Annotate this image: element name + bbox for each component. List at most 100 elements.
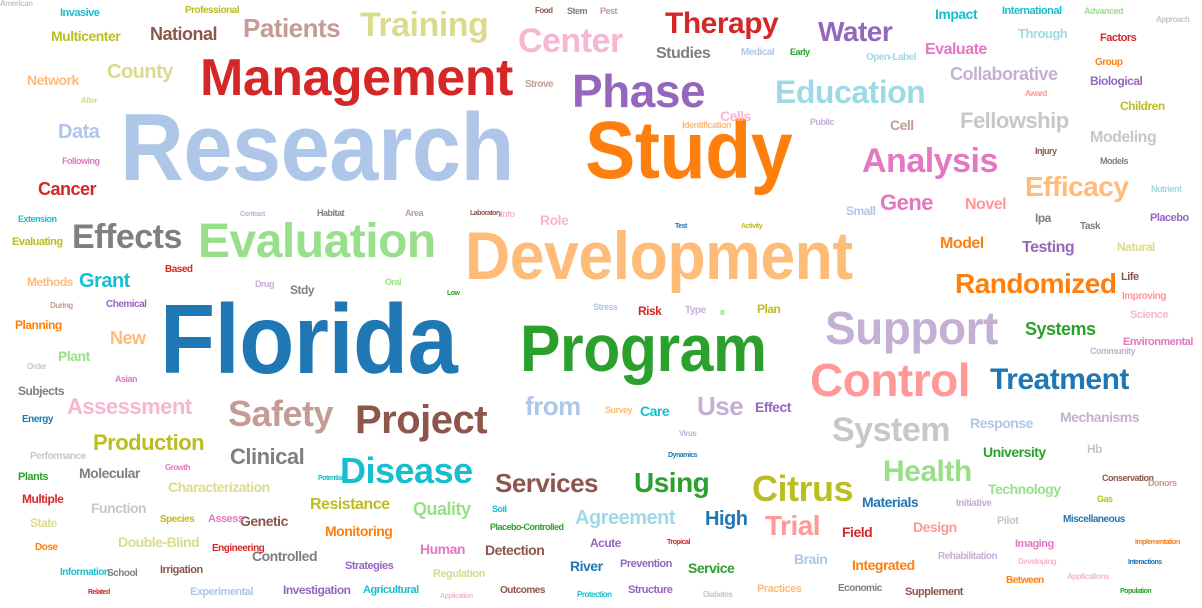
- word-river: River: [570, 558, 603, 574]
- word-phase: Phase: [572, 65, 706, 117]
- word-technology: Technology: [988, 481, 1061, 497]
- word-center: Center: [518, 22, 623, 60]
- word-safety: Safety: [228, 393, 334, 434]
- word-economic: Economic: [838, 583, 882, 594]
- word-integrated: Integrated: [852, 557, 915, 573]
- word-placebo: Placebo: [1150, 212, 1189, 224]
- word-evaluation: Evaluation: [198, 215, 436, 268]
- word-implementation: Implementation: [1135, 539, 1180, 546]
- word-systems: Systems: [1025, 319, 1096, 339]
- word-support: Support: [825, 302, 998, 354]
- word-performance: Performance: [30, 451, 86, 462]
- word-laboratory: Laboratory: [470, 210, 502, 217]
- word-trial: Trial: [765, 510, 821, 541]
- word-services: Services: [495, 468, 598, 498]
- word-evaluating: Evaluating: [12, 236, 63, 248]
- word-university: University: [983, 444, 1046, 460]
- word-therapy: Therapy: [665, 7, 779, 40]
- word-practices: Practices: [757, 583, 802, 595]
- word-life: Life: [1121, 271, 1139, 283]
- word-production: Production: [93, 430, 205, 455]
- word-early: Early: [790, 47, 810, 57]
- word-virus: Virus: [679, 429, 697, 438]
- word-monitoring: Monitoring: [325, 523, 393, 539]
- word-biological: Biological: [1090, 74, 1143, 88]
- word-studies: Studies: [656, 45, 711, 62]
- word-analysis: Analysis: [862, 142, 998, 180]
- word-engineering: Engineering: [212, 543, 265, 554]
- word-through: Through: [1018, 26, 1068, 41]
- word-materials: Materials: [862, 494, 919, 510]
- word-tropical: Tropical: [667, 539, 690, 546]
- word-strategies: Strategies: [345, 560, 394, 572]
- word-survey: Survey: [605, 405, 633, 415]
- word-prevention: Prevention: [620, 558, 672, 570]
- word-drug: Drug: [255, 279, 275, 289]
- word-dose: Dose: [35, 542, 58, 553]
- word-citrus: Citrus: [752, 468, 854, 509]
- word-modeling: Modeling: [1090, 129, 1157, 146]
- word-data: Data: [58, 121, 100, 143]
- word-using: Using: [634, 467, 710, 498]
- word-species: Species: [160, 514, 195, 525]
- word-international: International: [1002, 5, 1062, 17]
- word-following: Following: [62, 156, 100, 166]
- word-related: Related: [88, 589, 110, 596]
- word-environmental: Environmental: [1123, 336, 1193, 348]
- word-testing: Testing: [1022, 239, 1075, 256]
- word-field: Field: [842, 524, 873, 540]
- word-double-blind: Double-Blind: [118, 534, 200, 550]
- word-medical: Medical: [741, 47, 775, 58]
- word-stem: Stem: [567, 6, 588, 16]
- word-state: State: [30, 516, 57, 530]
- word-donors: Donors: [1148, 478, 1177, 488]
- word-development: Development: [465, 218, 853, 294]
- word-methods: Methods: [27, 275, 73, 289]
- word-agreement: Agreement: [575, 507, 675, 529]
- word-placebo-controlled: Placebo-Controlled: [490, 522, 564, 532]
- word-open-label: Open-Label: [866, 52, 917, 63]
- word-new: New: [110, 328, 146, 348]
- word-information: Information: [60, 567, 110, 578]
- word-supplement: Supplement: [905, 586, 963, 598]
- word-habitat: Habitat: [317, 208, 345, 218]
- word-evaluate: Evaluate: [925, 41, 987, 58]
- word-award: Award: [1025, 89, 1047, 98]
- word-resistance: Resistance: [310, 496, 390, 513]
- word-miscellaneous: Miscellaneous: [1063, 514, 1125, 525]
- word-potential: Potential: [318, 475, 344, 482]
- word-human: Human: [420, 541, 465, 557]
- word-study: Study: [585, 105, 793, 196]
- word-treatment: Treatment: [990, 363, 1129, 396]
- word-structure: Structure: [628, 584, 673, 596]
- word-protection: Protection: [577, 590, 612, 599]
- word-system: System: [832, 411, 950, 449]
- word-outcomes: Outcomes: [500, 585, 545, 596]
- word-effects: Effects: [72, 218, 182, 256]
- word-test: Test: [675, 223, 687, 230]
- word-developing: Developing: [1018, 557, 1057, 566]
- word-dynamics: Dynamics: [668, 452, 698, 459]
- word-fellowship: Fellowship: [960, 108, 1069, 133]
- word-from: from: [525, 391, 581, 421]
- word-project: Project: [355, 398, 488, 442]
- word-collaborative: Collaborative: [950, 64, 1058, 84]
- word-molecular: Molecular: [79, 465, 140, 481]
- word-effect: Effect: [755, 399, 791, 415]
- word-applications: Applications: [1067, 572, 1110, 581]
- word-acute: Acute: [590, 536, 621, 550]
- word-soil: Soil: [492, 504, 507, 514]
- word-conservation: Conservation: [1102, 473, 1154, 483]
- word-asian: Asian: [115, 374, 138, 384]
- word-extension: Extension: [18, 214, 57, 224]
- word-activity: Activity: [741, 223, 763, 230]
- word-research: Research: [120, 94, 515, 201]
- word-management: Management: [200, 49, 513, 107]
- word-diabetes: Diabetes: [703, 590, 733, 599]
- word-randomized: Randomized: [955, 268, 1117, 299]
- word-subjects: Subjects: [18, 384, 65, 398]
- word-service: Service: [688, 560, 735, 576]
- word-gene: Gene: [880, 190, 934, 215]
- word-patients: Patients: [243, 13, 341, 43]
